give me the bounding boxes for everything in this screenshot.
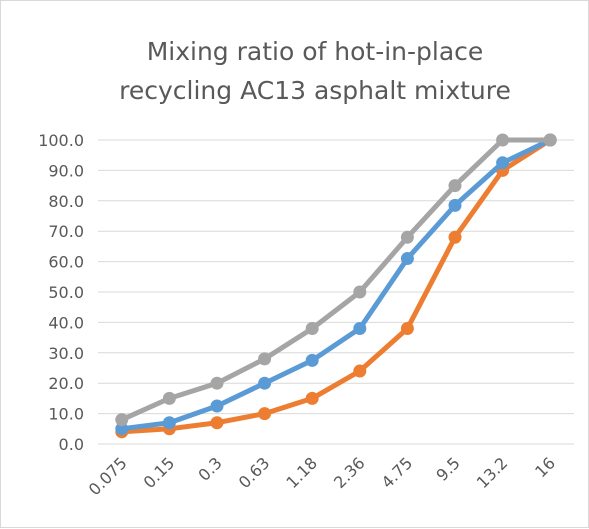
data-point xyxy=(305,353,319,367)
data-point xyxy=(543,133,557,147)
y-tick-label: 20.0 xyxy=(48,374,84,393)
series-line xyxy=(119,137,553,423)
data-point xyxy=(162,416,176,430)
series-3 xyxy=(115,133,557,427)
data-point xyxy=(448,198,462,212)
data-point xyxy=(210,416,224,430)
y-tick-label: 90.0 xyxy=(48,161,84,180)
x-tick-label: 2.36 xyxy=(330,453,369,492)
y-tick-label: 80.0 xyxy=(48,192,84,211)
data-point xyxy=(305,321,319,335)
data-point xyxy=(353,364,367,378)
y-tick-label: 70.0 xyxy=(48,222,84,241)
data-point xyxy=(210,376,224,390)
data-point xyxy=(258,376,272,390)
data-point xyxy=(258,407,272,421)
data-point xyxy=(400,230,414,244)
y-tick-label: 100.0 xyxy=(38,131,84,150)
data-point xyxy=(400,252,414,266)
data-point xyxy=(305,391,319,405)
data-point xyxy=(448,179,462,193)
data-point xyxy=(115,422,129,436)
chart-title-line-1: Mixing ratio of hot-in-place xyxy=(147,37,484,66)
data-point xyxy=(496,156,510,170)
x-axis-ticks: 0.075 0.15 0.3 0.63 1.18 2.36 4.75 9.5 13.2 16 xyxy=(85,453,559,499)
x-tick-label: 16 xyxy=(531,453,559,481)
chart-title-line-2: recycling AC13 asphalt mixture xyxy=(119,76,511,105)
y-axis-ticks: 0.0 10.0 20.0 30.0 40.0 50.0 60.0 70.0 80.0 90.0 1… xyxy=(38,131,84,454)
series-line xyxy=(119,137,553,435)
data-point xyxy=(400,321,414,335)
data-point xyxy=(353,285,367,299)
data-point xyxy=(448,230,462,244)
data-point xyxy=(353,321,367,335)
x-tick-label: 4.75 xyxy=(378,453,417,492)
x-tick-label: 13.2 xyxy=(473,453,512,492)
data-point xyxy=(115,413,129,427)
y-tick-label: 40.0 xyxy=(48,313,84,332)
x-tick-label: 0.63 xyxy=(235,453,274,492)
y-tick-label: 0.0 xyxy=(59,435,84,454)
data-point xyxy=(210,399,224,413)
data-point xyxy=(258,352,272,366)
x-tick-label: 9.5 xyxy=(432,453,463,484)
y-tick-label: 60.0 xyxy=(48,253,84,272)
data-point xyxy=(162,391,176,405)
data-point xyxy=(496,133,510,147)
series-lines xyxy=(115,133,557,439)
y-tick-label: 30.0 xyxy=(48,344,84,363)
y-tick-label: 50.0 xyxy=(48,283,84,302)
chart-title: Mixing ratio of hot-in-place recycling A… xyxy=(119,37,511,105)
x-tick-label: 0.075 xyxy=(85,453,131,499)
x-tick-label: 0.3 xyxy=(194,453,225,484)
x-tick-label: 1.18 xyxy=(282,453,321,492)
series-2 xyxy=(115,133,557,436)
series-line xyxy=(119,137,553,432)
x-tick-label: 0.15 xyxy=(140,453,179,492)
y-tick-label: 10.0 xyxy=(48,405,84,424)
